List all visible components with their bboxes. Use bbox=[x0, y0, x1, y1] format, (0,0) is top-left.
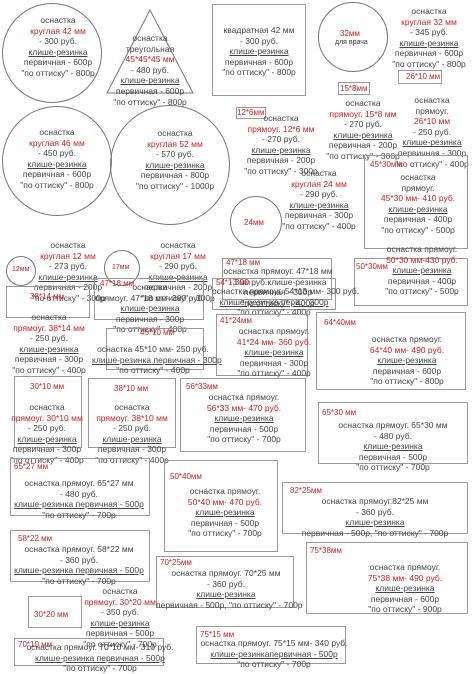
tag-47x18-a: 47*18 мм bbox=[226, 258, 261, 267]
rect-30x20-outline bbox=[28, 596, 82, 628]
rect-56x33-outline bbox=[180, 378, 306, 452]
rect-64x40-outline bbox=[316, 312, 466, 390]
rect-38x14-outline bbox=[6, 286, 90, 318]
rect-58x22-outline bbox=[10, 530, 150, 582]
rect-54x13-outline bbox=[212, 278, 336, 310]
tag-58x22: 58*22 мм bbox=[18, 534, 53, 543]
price-rect-58x22: оснастка прямоуг. 58*22 мм - 360 руб. клиш… bbox=[14, 544, 144, 586]
price-rect-54x13: оснастка прямоуг. 54*13 мм- 300 руб. клиш… bbox=[212, 286, 360, 318]
rect-41x24-outline bbox=[216, 314, 308, 376]
tag-75x38: 75*38мм bbox=[310, 546, 342, 555]
tag-82x25: 82*25мм bbox=[290, 486, 322, 495]
round-stamp-32-outline bbox=[318, 2, 388, 72]
price-round-24: оснастка круглая 24 мм - 290 руб. клише-рез… bbox=[282, 168, 356, 231]
price-rect-30x10: оснастка прямоуг. 30*10 мм - 250 руб. клише… bbox=[10, 402, 84, 465]
tag-56x33: 56*33мм bbox=[186, 382, 218, 391]
price-rect-75x38: оснастка прямоуг. 75*38 мм- 490 руб. клише… bbox=[367, 562, 443, 615]
rect-26x10-outline bbox=[398, 70, 442, 84]
rect-70x10-outline bbox=[14, 638, 164, 666]
price-rect-15x8: оснастка прямоуг. 15*8 мм - 270 руб. клише-… bbox=[326, 98, 400, 161]
tag-64x40: 64*40мм bbox=[324, 318, 356, 327]
tag-45x30: 45*30мм bbox=[370, 160, 402, 169]
tag-45x10: 45*10 мм bbox=[140, 328, 175, 337]
rect-30x10-outline bbox=[14, 376, 82, 448]
tag-41x24: 41*24мм bbox=[220, 316, 252, 325]
rect-47x18-b-outline bbox=[94, 278, 204, 320]
price-round-12: оснастка круглая 12 мм - 273 руб. клише-рез… bbox=[32, 240, 106, 303]
price-rect-70x10: оснастка прямоуг. 70*10 мм- 310 руб. клиш… bbox=[26, 642, 174, 674]
round-stamp-52-outline bbox=[110, 105, 230, 225]
tag-70x25: 70*25мм bbox=[160, 558, 192, 567]
rect-65x30-outline bbox=[318, 402, 468, 464]
round-stamp-12-outline bbox=[6, 256, 36, 286]
rect-50x40-outline bbox=[164, 460, 278, 552]
tag-75x15: 75*15 мм bbox=[200, 630, 235, 639]
price-rect-82x25: оснастка прямоуг.82*25 мм - 360 руб. клише… bbox=[301, 496, 449, 538]
tag-54x13: 54*13 мм bbox=[216, 278, 251, 287]
tag-50x30: 50*30мм bbox=[356, 262, 388, 271]
price-round-32: оснастка круглая 32 мм - 345 руб. клише-рез… bbox=[392, 6, 466, 69]
tag-30x10: 30*10 мм bbox=[30, 382, 65, 391]
price-triangle-45: оснастка треугольная 45*45*45 мм - 480 руб.… bbox=[113, 33, 187, 107]
rect-47x18-a-outline bbox=[222, 258, 332, 300]
rect-50x30-outline bbox=[354, 258, 468, 306]
price-rect-56x33: оснастка прямоуг. 56*33 мм- 470 руб. клише… bbox=[206, 392, 282, 445]
tag-30x20: 30*20 мм bbox=[34, 610, 69, 619]
rect-75x15-outline bbox=[196, 626, 346, 664]
price-rect-65x27: оснастка прямоуг. 65*27 мм - 480 руб. клиш… bbox=[14, 478, 144, 520]
tag-38x14: 38*14 мм bbox=[30, 292, 65, 301]
price-rect-12x6: оснастка прямоуг. 12*6 мм - 270 руб. клише-… bbox=[244, 113, 318, 176]
price-rect-50x30: оснастка прямоуг. 50*30 мм-430 руб. клише-… bbox=[385, 244, 459, 297]
rect-45x10-outline bbox=[106, 328, 204, 370]
tag-32mm: 32мм bbox=[340, 29, 360, 38]
square-stamp-42-outline bbox=[212, 4, 306, 96]
rect-15x8-outline bbox=[338, 82, 370, 95]
price-rect-45x30: оснастка прямоуг. 45*30 мм- 410 руб. клише-… bbox=[380, 172, 456, 235]
price-rect-47x18-b: оснастка прямоуг. 47*18 мм- 300 руб. клише… bbox=[95, 282, 205, 335]
price-round-52: оснастка круглая 52 мм - 570 руб. клише-рез… bbox=[135, 128, 215, 191]
price-rect-26x10: оснастка прямоуг. 26*10 мм - 250 руб. клише-… bbox=[395, 95, 469, 169]
tag-26x10: 26*10 мм bbox=[406, 72, 441, 81]
rect-65x27-outline bbox=[10, 458, 150, 516]
tag-38x10: 38*10 мм bbox=[114, 384, 149, 393]
price-rect-41x24: оснастка прямоуг. 41*24 мм- 360 руб. клише… bbox=[236, 326, 312, 379]
tag-17mm: 17мм bbox=[112, 264, 130, 271]
tag-65x27: 65*27 мм bbox=[14, 462, 49, 471]
rect-82x25-outline bbox=[282, 482, 468, 534]
tag-24mm: 24мм bbox=[244, 218, 264, 227]
price-rect-38x14: оснастка прямоуг. 38*14 мм - 250 руб. клише… bbox=[12, 312, 86, 375]
price-rect-45x10: оснастка 45*10 мм- 250 руб. клише-резинка… bbox=[92, 344, 222, 376]
tag-50x40: 50*40мм bbox=[170, 472, 202, 481]
rect-45x30-outline bbox=[364, 155, 468, 249]
price-rect-70x25: оснастка прямоуг. 70*25 мм - 360 руб. клиш… bbox=[156, 568, 303, 610]
price-rect-30x20: оснастка прямоуг. 30*20 мм - 350 руб. клише… bbox=[83, 586, 157, 649]
price-rect-47x18-a: оснастка прямоуг. 47*18 мм - 300 руб.клиш… bbox=[223, 266, 333, 308]
rect-38x10-outline bbox=[88, 378, 176, 448]
tag-12x6: 12*6мм bbox=[237, 108, 265, 117]
tag-70x10: 70*10 мм bbox=[18, 640, 53, 649]
price-square-42: квадратная 42 мм - 300 руб. клише-резинка п… bbox=[222, 25, 296, 78]
price-round-42: оснастка круглая 42 мм - 300 руб. клише-рез… bbox=[21, 15, 95, 78]
round-stamp-42-outline bbox=[2, 3, 102, 103]
price-rect-38x10: оснастка прямоуг. 38*10 мм - 250 руб. клише… bbox=[95, 402, 169, 465]
price-rect-64x40: оснастка прямоуг. 64*40 мм- 490 руб. клише… bbox=[369, 334, 445, 387]
price-rect-65x30: оснастка прямоуг. 65*30 мм - 480 руб. клиш… bbox=[338, 420, 448, 473]
price-round-17: оснастка круглая 17 мм - 290 руб. клише-рез… bbox=[141, 240, 215, 303]
triangle-stamp-outline bbox=[106, 8, 194, 94]
round-stamp-24-outline bbox=[230, 196, 282, 248]
tag-12mm: 12мм bbox=[12, 266, 30, 273]
round-stamp-17-outline bbox=[104, 250, 140, 286]
rect-75x38-outline bbox=[306, 542, 468, 614]
tag-for-doctor: для врача bbox=[335, 39, 368, 46]
tag-65x30: 65*30 мм bbox=[322, 408, 357, 417]
tag-47x18-b: 47*18 мм bbox=[100, 279, 135, 288]
rect-70x25-outline bbox=[156, 556, 294, 608]
price-rect-50x40: оснастка прямоуг. 50*40 мм- 470 руб. клише… bbox=[187, 486, 263, 539]
rect-12x6-outline bbox=[236, 107, 266, 119]
price-round-46: оснастка круглая 46 мм - 450 руб. клише-рез… bbox=[20, 127, 94, 190]
price-rect-75x15: оснастка прямоуг. 75*15 мм- 340 руб. клиш… bbox=[200, 638, 348, 670]
tag-15x8: 15*8мм bbox=[340, 84, 368, 93]
